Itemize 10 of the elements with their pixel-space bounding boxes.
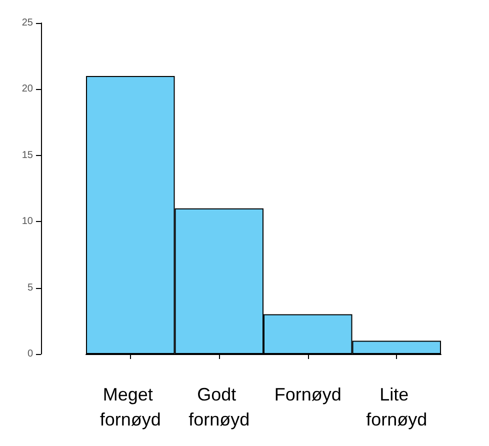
y-tick-label: 5 [27, 282, 34, 294]
y-tick-label: 20 [22, 84, 34, 95]
x-tick-label: Fornøyd [274, 384, 342, 404]
x-tick-label: Godt fornøyd [188, 384, 250, 430]
y-tick-label: 10 [22, 216, 34, 228]
y-tick-label: 25 [22, 18, 34, 28]
y-tick-label: 15 [22, 150, 34, 161]
x-tick-label: Lite fornøyd [366, 384, 428, 430]
x-tick-label: Meget fornøyd [100, 384, 161, 430]
y-tick-label: 0 [27, 348, 34, 360]
